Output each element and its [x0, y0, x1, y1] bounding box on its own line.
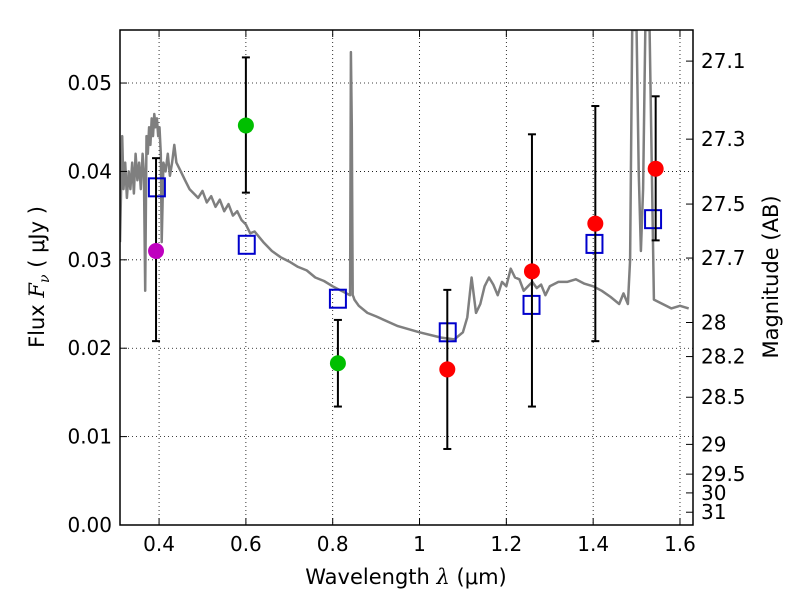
- x-tick-label: 0.8: [317, 532, 349, 556]
- y-tick-label: 0.02: [67, 336, 112, 360]
- x-tick-label: 0.6: [230, 532, 262, 556]
- x-tick-label: 1.6: [664, 532, 696, 556]
- y-tick-label: 0.01: [67, 425, 112, 449]
- y2-tick-label: 27.3: [701, 127, 746, 151]
- y2-axis-label: Magnitude (AB): [759, 195, 783, 358]
- model-band-square: [644, 209, 663, 230]
- observed-point: [148, 242, 165, 259]
- y2-tick-label: 28.5: [701, 385, 746, 409]
- y2-tick-label: 31: [701, 500, 726, 524]
- x-tick-label: 1.4: [577, 532, 609, 556]
- observed-points-layer: [148, 56, 664, 450]
- y2-tick-label: 27.1: [701, 49, 746, 73]
- plot-frame: [119, 29, 694, 526]
- grid: [120, 30, 693, 526]
- y2-tick-label: 27.5: [701, 192, 746, 216]
- y-tick-label: 0.05: [67, 71, 112, 95]
- x-tick-label: 1: [413, 532, 426, 556]
- observed-point: [647, 160, 664, 177]
- x-tick-label: 1.2: [490, 532, 522, 556]
- y2-tick-label: 30: [701, 481, 726, 505]
- x-axis-label: Wavelength λ (μm): [305, 565, 506, 589]
- observed-point: [587, 215, 604, 232]
- y2-tick-label: 28: [701, 311, 726, 335]
- y-tick-label: 0.00: [67, 513, 112, 537]
- sed-model-layer: [120, 30, 690, 341]
- x-tick-label: 0.4: [143, 532, 175, 556]
- observed-point: [439, 361, 456, 378]
- y2-tick-label: 29: [701, 432, 726, 456]
- y2-tick-label: 29.5: [701, 462, 746, 486]
- y2-tick-label: 27.7: [701, 246, 746, 270]
- model-band-square: [328, 288, 347, 309]
- y-axis-label: Flux Fν ( μJy ): [25, 206, 53, 348]
- ticks-layer: 0.4 0.6 0.8 1 1.2 1.4 1.6 0.00 0.01 0.02 0.03 0.04 0…: [67, 30, 746, 556]
- model-band-square: [237, 234, 256, 255]
- y-tick-label: 0.03: [67, 248, 112, 272]
- observed-point: [237, 117, 254, 134]
- y2-tick-label: 28.2: [701, 345, 746, 369]
- observed-point: [329, 355, 346, 372]
- y-tick-label: 0.04: [67, 159, 112, 183]
- observed-point: [523, 263, 540, 280]
- sed-model-line: [120, 30, 690, 341]
